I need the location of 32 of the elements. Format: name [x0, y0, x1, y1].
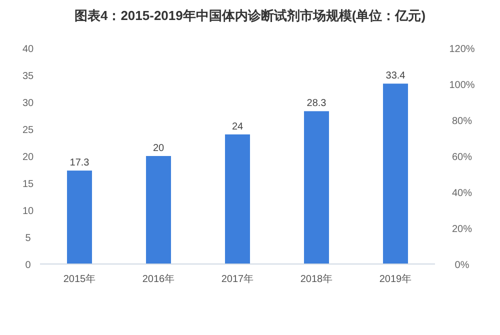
- x-tick-label: 2018年: [300, 273, 333, 285]
- x-tick-label: 2019年: [379, 273, 412, 285]
- y-tick-label: 30: [22, 98, 34, 109]
- y-tick-label: 10: [22, 206, 34, 217]
- y-tick-label: 5: [25, 233, 32, 244]
- bar: [67, 170, 92, 264]
- data-label: 28.3: [306, 98, 327, 110]
- data-label: 24: [232, 121, 244, 132]
- data-label: 20: [152, 143, 164, 154]
- chart-title: 图表4：2015-2019年中国体内诊断试剂市场规模(单位：亿元): [74, 8, 426, 23]
- y-tick-label: 0: [25, 260, 32, 271]
- x-tick-label: 2015年: [63, 273, 96, 285]
- y-tick-label: 20: [22, 152, 34, 163]
- bar: [225, 134, 250, 264]
- bar: [304, 111, 329, 264]
- y-tick-label: 35: [22, 71, 34, 82]
- y2-tick-label: 120%: [449, 44, 475, 55]
- y-tick-label: 15: [22, 179, 34, 190]
- y-tick-label: 40: [22, 44, 34, 55]
- y-tick-label: 25: [22, 125, 34, 136]
- y2-tick-label: 20%: [452, 224, 472, 235]
- y2-tick-label: 60%: [452, 152, 472, 163]
- bar: [383, 84, 408, 264]
- bar: [146, 156, 171, 264]
- y2-tick-label: 80%: [452, 116, 472, 127]
- y2-tick-label: 40%: [452, 188, 472, 199]
- data-label: 17.3: [70, 158, 90, 169]
- x-tick-label: 2017年: [221, 273, 254, 285]
- y2-tick-label: 100%: [449, 80, 475, 91]
- data-label: 33.4: [386, 70, 406, 82]
- x-tick-label: 2016年: [142, 273, 175, 285]
- y2-tick-label: 0%: [454, 260, 470, 271]
